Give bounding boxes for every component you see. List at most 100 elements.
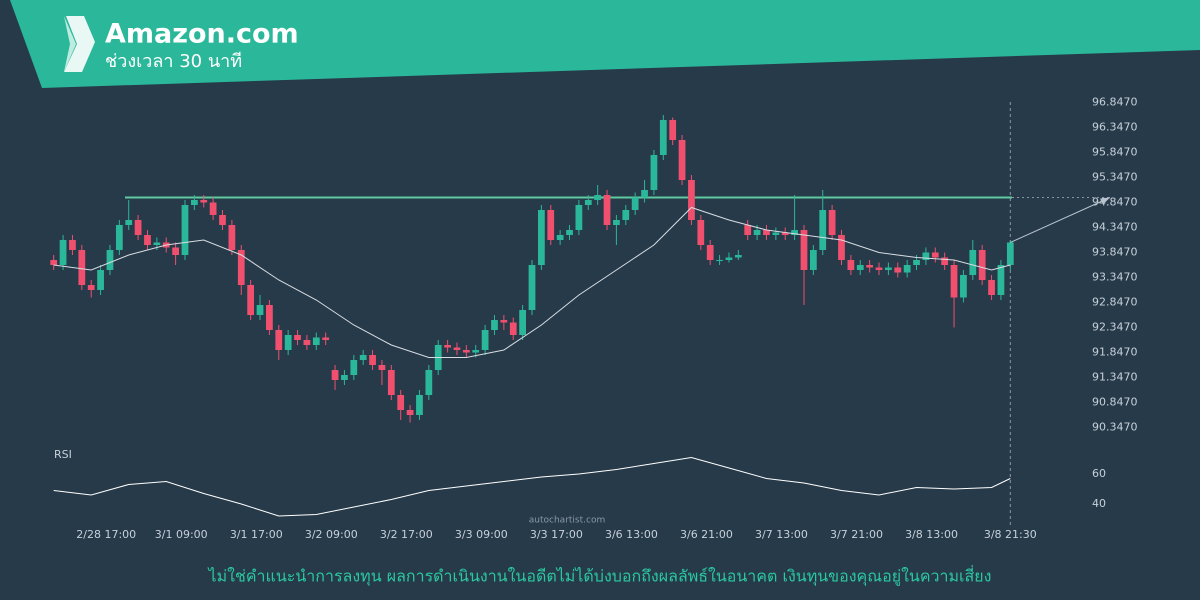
candle-body	[331, 370, 339, 380]
candle-body	[275, 330, 283, 350]
candle-body	[584, 200, 592, 205]
candle-body	[969, 250, 977, 275]
candle-body	[378, 365, 386, 370]
candle-body	[406, 410, 414, 415]
candle-body	[228, 225, 236, 250]
x-tick-label: 3/8 21:30	[984, 528, 1037, 541]
y-tick-label: 90.3470	[1092, 421, 1138, 434]
x-tick-label: 3/8 13:00	[905, 528, 958, 541]
candle-body	[387, 370, 395, 395]
y-tick-label: 96.3470	[1092, 121, 1138, 134]
candle-body	[425, 370, 433, 395]
candle-body	[809, 250, 817, 270]
candle-body	[706, 245, 714, 260]
candle-body	[237, 250, 245, 285]
candle-body	[659, 120, 667, 155]
candle-body	[219, 215, 226, 225]
candle-body	[753, 230, 761, 235]
candle-body	[725, 257, 733, 260]
candle-body	[462, 350, 470, 353]
x-tick-label: 3/1 17:00	[230, 528, 283, 541]
forecast-arrowhead	[1100, 197, 1110, 205]
candle-body	[97, 270, 104, 290]
candle-body	[350, 360, 358, 375]
candle-body	[744, 225, 752, 235]
y-tick-label: 95.3470	[1092, 171, 1138, 184]
x-tick-label: 3/3 17:00	[530, 528, 583, 541]
candle-body	[566, 230, 573, 235]
candle-body	[181, 205, 189, 255]
logo-part	[64, 16, 76, 72]
candle-body	[509, 322, 517, 335]
candle-body	[978, 250, 986, 280]
x-tick-label: 3/2 17:00	[380, 528, 433, 541]
candle-body	[988, 280, 995, 295]
candle-body	[885, 267, 892, 270]
y-tick-label: 95.8470	[1092, 146, 1138, 159]
candle-body	[247, 285, 255, 315]
candle-body	[284, 335, 292, 350]
candle-body	[312, 337, 320, 345]
x-tick-label: 3/7 21:00	[830, 528, 883, 541]
y-tick-label: 91.8470	[1092, 346, 1138, 359]
candle-body	[59, 240, 67, 265]
x-tick-label: 2/28 17:00	[76, 528, 136, 541]
candle-body	[622, 210, 630, 220]
candle-body	[650, 155, 658, 190]
x-tick-label: 3/3 09:00	[455, 528, 508, 541]
candle-body	[481, 330, 489, 350]
candle-body	[575, 205, 583, 230]
candle-body	[444, 345, 451, 348]
candle-body	[847, 260, 855, 270]
candle-body	[613, 220, 620, 225]
candle-body	[472, 350, 480, 353]
candle-body	[866, 265, 874, 268]
rsi-tick-label: 60	[1092, 467, 1106, 480]
candle-body	[875, 267, 883, 270]
candle-body	[500, 320, 508, 323]
candle-body	[50, 260, 58, 265]
header-banner	[10, 0, 1200, 88]
candle-body	[734, 255, 742, 258]
candle-body	[200, 200, 208, 203]
candle-body	[125, 220, 133, 225]
x-tick-label: 3/6 21:00	[680, 528, 733, 541]
candle-body	[772, 232, 780, 235]
candle-body	[669, 120, 677, 140]
y-tick-label: 93.8470	[1092, 246, 1138, 259]
candle-body	[134, 220, 142, 235]
candle-body	[144, 235, 151, 245]
candle-body	[556, 235, 564, 240]
y-tick-label: 91.3470	[1092, 371, 1138, 384]
candle-body	[115, 225, 123, 250]
logo	[64, 16, 95, 72]
candle-body	[87, 285, 95, 290]
y-tick-label: 96.8470	[1092, 96, 1138, 109]
candle-body	[716, 260, 723, 261]
candle-body	[913, 260, 920, 265]
title: Amazon.com	[105, 19, 299, 50]
candle-body	[416, 395, 423, 415]
candle-body	[903, 265, 911, 273]
candle-body	[950, 265, 958, 298]
candle-body	[190, 200, 198, 205]
candle-body	[819, 210, 827, 250]
candle-body	[791, 230, 798, 235]
candle-body	[838, 235, 845, 260]
candle-body	[697, 220, 705, 245]
candle-body	[856, 265, 864, 270]
candle-body	[941, 257, 949, 265]
candle-body	[894, 267, 902, 273]
candle-body	[763, 230, 770, 235]
disclaimer: ไม่ใช่คำแนะนำการลงทุน ผลการดำเนินงานในอด…	[207, 565, 992, 587]
candle-body	[453, 347, 461, 350]
watermark: autochartist.com	[529, 516, 605, 526]
y-tick-label: 92.3470	[1092, 321, 1138, 334]
candle-body	[528, 265, 536, 310]
candle-body	[106, 250, 114, 270]
candle-body	[922, 252, 930, 260]
y-tick-label: 94.3470	[1092, 221, 1138, 234]
forecast-arrow	[1010, 197, 1111, 243]
candle-body	[828, 210, 836, 235]
